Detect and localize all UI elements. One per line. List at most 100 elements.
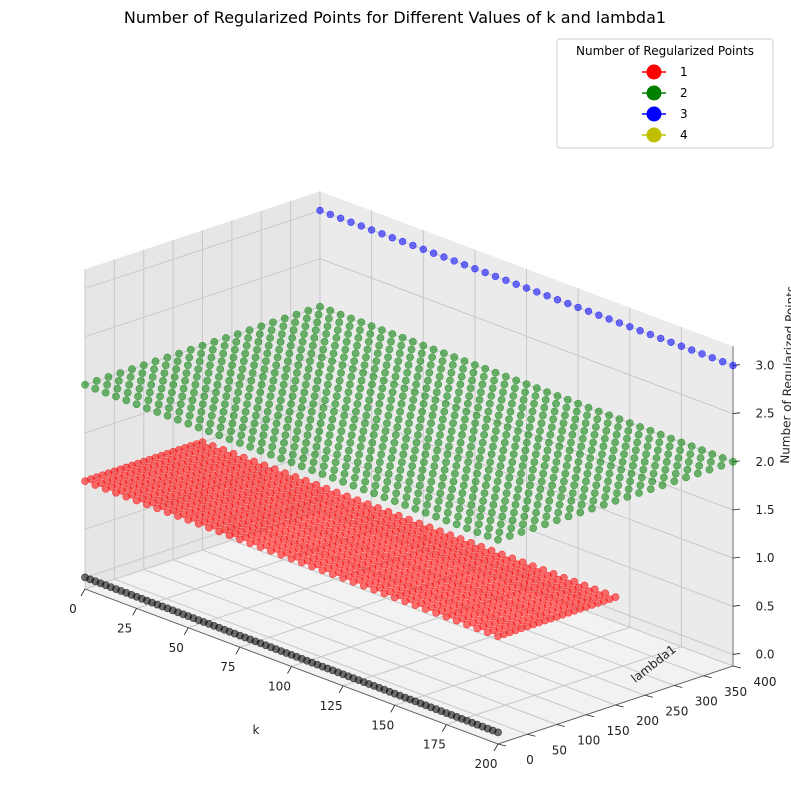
data-point-z2 [402, 434, 410, 443]
data-point-z2 [480, 489, 489, 498]
data-point-z2 [557, 493, 565, 501]
data-point-z2 [244, 392, 253, 401]
data-point-z2 [359, 427, 368, 436]
data-point-z2 [361, 477, 370, 486]
data-point-z2 [412, 380, 420, 389]
data-point-z2 [470, 361, 479, 369]
data-point-z2 [539, 469, 548, 478]
data-point-z2 [427, 477, 436, 486]
data-point-z2 [268, 442, 277, 451]
data-point-z2 [649, 469, 658, 478]
data-point-z2 [571, 473, 580, 482]
data-point-z2 [434, 380, 443, 389]
data-point-z2 [514, 427, 522, 435]
data-point-z2 [386, 462, 394, 470]
data-point-z2 [329, 349, 338, 358]
data-point-z2 [259, 372, 267, 381]
data-point-z3 [367, 226, 376, 234]
data-point-z2 [169, 380, 178, 389]
data-point-z2 [437, 423, 446, 432]
data-point-z2 [543, 388, 551, 396]
data-point-z2 [496, 462, 505, 470]
data-point-z3 [522, 284, 531, 292]
data-point-z2 [307, 349, 316, 358]
data-point-z2 [266, 392, 275, 401]
data-point-z2 [609, 446, 618, 455]
data-point-z2 [295, 353, 304, 362]
data-point-z2 [553, 450, 562, 459]
data-point-z2 [478, 380, 487, 389]
x-tick-mark [287, 666, 292, 674]
data-point-z2 [291, 376, 300, 385]
data-point-z2 [486, 516, 495, 525]
data-point-z2 [256, 388, 265, 397]
data-point-z2 [434, 497, 443, 505]
data-point-z2 [549, 473, 558, 482]
data-point-z2 [182, 369, 191, 377]
data-point-z2 [530, 458, 539, 466]
data-point-z2 [154, 400, 163, 409]
data-point-z2 [394, 415, 403, 424]
data-point-z2 [369, 431, 378, 439]
data-point-z2 [232, 337, 241, 346]
data-point-z2 [447, 427, 456, 435]
data-point-z2 [308, 466, 316, 474]
data-point-z2 [593, 473, 602, 482]
data-point-z2 [354, 392, 363, 401]
data-point-z2 [251, 353, 260, 362]
data-point-z2 [433, 446, 441, 455]
data-point-z2 [510, 384, 519, 393]
data-point-z3 [491, 272, 500, 281]
data-point-z2 [201, 384, 210, 393]
data-point-z2 [161, 361, 170, 370]
data-point-z2 [567, 438, 575, 447]
data-point-z2 [515, 477, 524, 486]
y-tick-label: 300 [695, 695, 718, 709]
data-point-z2 [499, 504, 508, 513]
data-point-z2 [518, 403, 527, 412]
data-point-z2 [599, 500, 608, 509]
data-point-z2 [362, 411, 371, 420]
data-point-z2 [274, 411, 282, 420]
data-point-z2 [384, 469, 393, 478]
data-point-z2 [376, 392, 385, 401]
data-point-z2 [159, 376, 167, 385]
data-point-z2 [173, 357, 182, 366]
data-point-z2 [238, 423, 247, 432]
data-point-z2 [151, 357, 160, 366]
data-point-z2 [333, 326, 342, 334]
data-point-z2 [135, 384, 144, 393]
data-point-z2 [384, 353, 392, 362]
data-point-z2 [226, 369, 235, 377]
data-point-z2 [405, 419, 413, 428]
data-point-z2 [459, 481, 468, 490]
data-point-z2 [462, 407, 471, 416]
data-point-z2 [645, 434, 653, 443]
data-point-z1 [287, 554, 296, 563]
data-point-z1 [142, 500, 151, 509]
data-point-z2 [122, 396, 131, 405]
data-point-z2 [584, 403, 593, 412]
data-point-z2 [607, 461, 615, 470]
data-point-z2 [584, 461, 593, 470]
x-tick-label: 175 [423, 738, 446, 752]
data-point-z2 [466, 442, 475, 451]
data-point-z2 [370, 489, 378, 498]
legend-label: 1 [680, 65, 688, 79]
data-point-z1 [184, 516, 193, 524]
data-point-z2 [255, 330, 264, 338]
data-point-z2 [512, 376, 521, 385]
data-point-z2 [567, 496, 576, 505]
data-point-z2 [322, 446, 331, 455]
data-point-z2 [595, 465, 603, 474]
x-tick-mark [338, 685, 344, 694]
data-point-z1 [339, 574, 347, 582]
data-point-z2 [269, 435, 278, 443]
data-point-z2 [648, 477, 657, 486]
data-point-z2 [729, 457, 737, 466]
data-point-z2 [393, 423, 402, 432]
data-point-z2 [280, 314, 289, 323]
data-point-z2 [181, 376, 189, 385]
data-point-z2 [303, 431, 312, 439]
data-point-z2 [387, 454, 396, 463]
